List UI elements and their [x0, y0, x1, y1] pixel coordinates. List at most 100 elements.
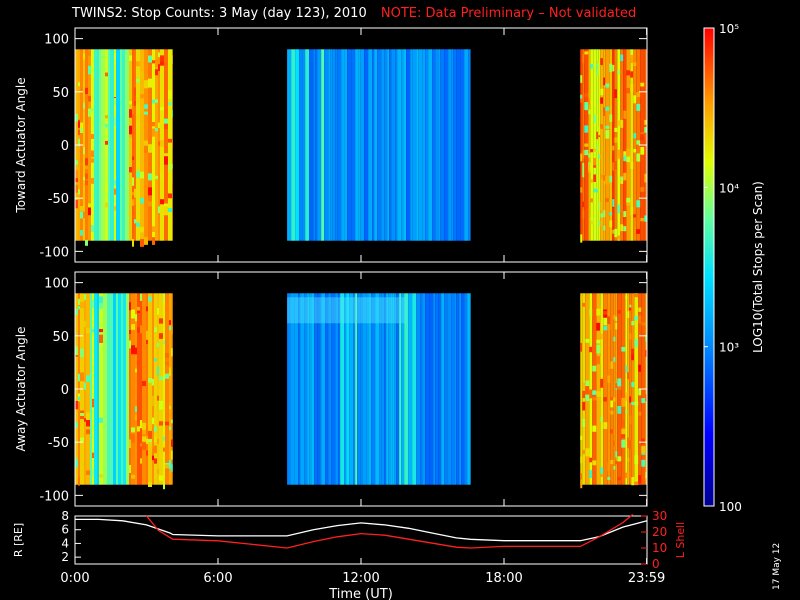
heatmap-cell — [84, 446, 86, 452]
heatmap-cell — [596, 131, 599, 140]
heatmap-cell — [582, 201, 585, 208]
heatmap-column — [374, 49, 378, 241]
heatmap-cell — [75, 400, 78, 410]
heatmap-column — [620, 49, 624, 241]
heatmap-cell — [638, 307, 642, 312]
heatmap-cell — [596, 391, 601, 397]
y-tick-label: -50 — [48, 436, 69, 451]
heatmap-cell — [582, 210, 585, 219]
heatmap-cell — [146, 339, 148, 344]
heatmap-column — [355, 293, 358, 485]
heatmap-cell — [598, 220, 601, 227]
heatmap-cell — [621, 420, 626, 427]
heatmap-cell — [84, 462, 86, 466]
heatmap-column — [390, 293, 393, 485]
y-tick-label-right: 0 — [652, 557, 660, 571]
heatmap-cell — [84, 418, 86, 422]
heatmap-cell — [584, 143, 589, 147]
heatmap-cell — [584, 125, 589, 133]
heatmap-column — [416, 49, 419, 241]
heatmap-cell — [612, 145, 615, 151]
heatmap-column — [298, 293, 301, 485]
heatmap-cell — [80, 301, 84, 309]
heatmap-cell — [600, 97, 604, 104]
heatmap-column — [335, 293, 339, 485]
heatmap-cell — [86, 327, 90, 334]
heatmap-cell — [146, 450, 148, 456]
heatmap-cell — [144, 111, 148, 115]
heatmap-column — [129, 293, 131, 485]
heatmap-cell — [626, 197, 631, 203]
heatmap-cell — [169, 326, 171, 331]
heatmap-cell — [99, 474, 103, 478]
heatmap-cell — [136, 115, 140, 122]
heatmap-cell — [129, 166, 132, 173]
heatmap-cell — [164, 123, 168, 130]
coverage-block — [287, 49, 471, 241]
heatmap-cell — [603, 77, 606, 86]
heatmap-cell — [623, 155, 627, 162]
heatmap-column — [88, 49, 91, 241]
heatmap-column — [164, 49, 168, 241]
heatmap-cell — [617, 235, 621, 240]
heatmap-cell — [86, 418, 90, 427]
heatmap-column — [420, 293, 423, 485]
heatmap-cell — [163, 447, 165, 452]
heatmap-cell — [614, 137, 618, 143]
heatmap-column — [435, 49, 439, 241]
heatmap-column — [609, 49, 613, 241]
x-tick-label: 6:00 — [203, 571, 232, 586]
heatmap-cell — [605, 175, 610, 185]
heatmap-cell — [580, 234, 583, 243]
heatmap-cell — [590, 220, 594, 225]
heatmap-cell — [129, 109, 132, 118]
heatmap-cell — [160, 199, 164, 205]
heatmap-column — [600, 293, 604, 485]
heatmap-column — [311, 293, 315, 485]
heatmap-cell — [154, 426, 157, 432]
heatmap-cell — [157, 469, 159, 474]
heatmap-cell — [148, 378, 152, 383]
heatmap-cell — [132, 105, 134, 115]
coverage-block — [287, 293, 471, 485]
heatmap-cell — [617, 70, 621, 74]
heatmap-column — [401, 49, 404, 241]
heatmap-cell — [129, 55, 132, 61]
heatmap-cell — [621, 397, 626, 407]
heatmap-column — [438, 49, 441, 241]
heatmap-column — [309, 49, 314, 241]
heatmap-cell — [165, 421, 169, 426]
heatmap-cell — [582, 390, 586, 399]
heatmap-cell — [580, 153, 583, 162]
heatmap-cell — [152, 60, 155, 64]
heatmap-cell — [596, 339, 601, 344]
heatmap-cell — [160, 55, 164, 62]
heatmap-cell — [148, 482, 152, 487]
heatmap-cell — [92, 452, 94, 459]
heatmap-column — [379, 293, 382, 485]
heatmap-cell — [105, 115, 108, 119]
heatmap-cell — [620, 224, 624, 232]
heatmap-column — [148, 293, 152, 485]
heatmap-cell — [592, 365, 597, 372]
heatmap-cell — [135, 406, 137, 413]
heatmap-cell — [641, 398, 646, 404]
heatmap-cell — [590, 149, 594, 153]
heatmap-column — [412, 293, 417, 485]
heatmap-cell — [152, 395, 154, 402]
heatmap-cell — [615, 451, 618, 458]
heatmap-cell — [159, 421, 163, 426]
heatmap-cell — [172, 110, 173, 118]
heatmap-cell — [592, 425, 597, 432]
heatmap-cell — [610, 361, 614, 369]
heatmap-column — [381, 49, 385, 241]
preliminary-note: NOTE: Data Preliminary – Not validated — [380, 6, 637, 21]
heatmap-cell — [142, 442, 146, 450]
heatmap-cell — [78, 396, 80, 401]
heatmap-cell — [148, 78, 152, 88]
heatmap-column — [103, 293, 107, 485]
heatmap-cell — [630, 54, 634, 64]
heatmap-cell — [154, 358, 157, 362]
heatmap-cell — [129, 100, 132, 105]
heatmap-cell — [129, 132, 132, 138]
